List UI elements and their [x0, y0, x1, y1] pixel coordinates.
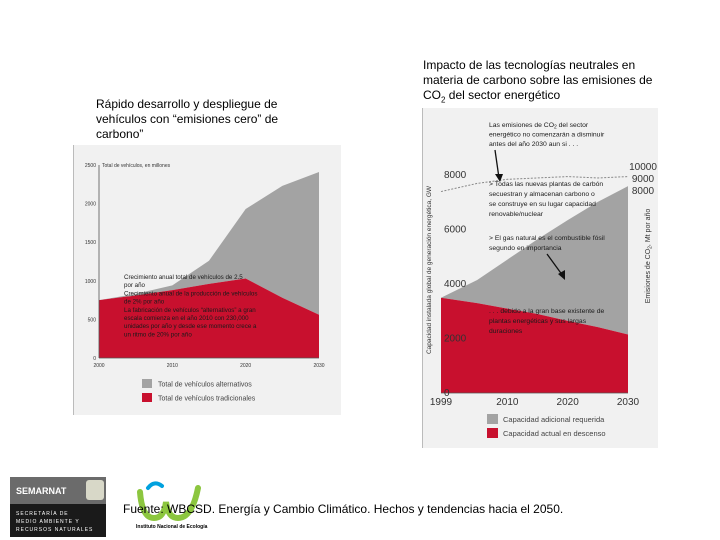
annotation-line: antes del año 2030 aun si . . .	[489, 141, 578, 148]
annotation-line: Las emisiones de CO2 del sector	[489, 122, 589, 131]
y-tick-label: 1500	[85, 240, 96, 246]
annotation-line: energético no comenzarán a disminuir	[489, 132, 605, 139]
y-tick-label: 2000	[85, 202, 96, 208]
annotation-line: > El gas natural es el combustible fósil	[489, 235, 605, 242]
right-title-line-3: CO2 del sector energético	[423, 88, 685, 107]
additional-capacity-area	[441, 186, 628, 335]
annotation-line: > Todas las nuevas plantas de carbón	[489, 181, 603, 188]
right-y-axis-title-pre: Emisiones de CO	[645, 248, 652, 303]
y-tick-label: 0	[93, 356, 96, 362]
annotation-arrowhead	[495, 174, 503, 182]
annotation-line: . . . debido a la gran base existente de	[489, 308, 604, 315]
co2-emissions-line	[440, 176, 629, 193]
legend-swatch	[487, 414, 498, 424]
x-tick-label: 2020	[240, 363, 251, 369]
right-title-sub: 2	[441, 95, 446, 105]
annotation-line: escala comienza en el año 2010 con 230,0…	[124, 315, 249, 322]
right-y-axis-title-post: , Mt por año	[645, 209, 652, 246]
legend-label: Total de vehículos alternativos	[158, 382, 252, 389]
right-y-tick-label: 9000	[632, 174, 655, 185]
legend-label: Capacidad adicional requerida	[503, 415, 605, 424]
ine-logo-name: Instituto Nacional de Ecología	[136, 524, 208, 530]
x-tick-label: 2010	[496, 397, 519, 408]
right-title-rest: del sector energético	[445, 88, 561, 102]
y-tick-label: 6000	[444, 225, 467, 236]
source-note: Fuente: WBCSD. Energía y Cambio Climátic…	[123, 502, 564, 516]
right-y-tick-label: 10000	[629, 162, 657, 173]
annotation-line: secuestran y almacenan carbono o	[489, 191, 595, 198]
annotation-line: La fabricación de vehículos “alternativo…	[124, 307, 256, 314]
legend-swatch	[142, 379, 152, 388]
left-chart-title: Rápido desarrollo y despliegue de vehícu…	[96, 97, 279, 141]
semarnat-logo-line-1: SECRETARÍA DE	[16, 511, 69, 517]
annotation-line: se construye en su lugar capacidad	[489, 201, 596, 208]
y-axis-title: Total de vehículos, en millones	[102, 163, 171, 169]
annotation-arrow	[494, 149, 500, 179]
annotation-arrow	[546, 253, 564, 277]
mexico-seal-icon	[86, 480, 104, 500]
traditional-vehicles-area	[99, 278, 319, 358]
alternative-vehicles-area	[99, 171, 319, 315]
annotation-line: un ritmo de 20% por año	[124, 331, 192, 338]
right-title-co: CO	[423, 88, 441, 102]
y-tick-label: 4000	[444, 279, 467, 290]
annotation-post: del sector	[557, 122, 589, 129]
left-chart-panel: 0 500 1000 1500 2000 2500 2000 2010 2020 2030 Tota…	[73, 145, 341, 415]
declining-capacity-area	[441, 297, 628, 393]
annotation-line: Crecimiento anual de la producción de ve…	[124, 290, 257, 297]
annotation-line: Crecimiento anual total de vehículos de …	[124, 274, 243, 281]
x-tick-label: 2010	[167, 363, 178, 369]
annotation-pre: Las emisiones de CO	[489, 122, 554, 129]
legend-swatch	[142, 393, 152, 402]
y-tick-label: 2500	[85, 163, 96, 169]
y-tick-label: 1000	[85, 279, 96, 285]
semarnat-logo: SEMARNAT SECRETARÍA DE MEDIO AMBIENTE Y …	[10, 477, 106, 537]
right-y-tick-label: 8000	[632, 186, 655, 197]
legend-label: Capacidad actual en descenso	[503, 429, 606, 438]
annotation-arrowhead	[558, 270, 565, 280]
x-tick-label: 2030	[617, 397, 640, 408]
right-y-axis-title-sub: 2	[648, 246, 654, 249]
annotation-sub: 2	[554, 125, 557, 131]
y-tick-label: 2000	[444, 334, 467, 345]
legend-swatch	[487, 428, 498, 438]
ine-logo-icon	[137, 481, 201, 522]
right-chart-panel: 0 2000 4000 6000 8000 1999 2010 2020 2030 8000 900…	[422, 108, 658, 448]
y-tick-label: 500	[88, 317, 97, 323]
annotation-line: unidades por año y desde ese momento cre…	[124, 323, 257, 330]
semarnat-logo-line-2: MEDIO AMBIENTE Y	[16, 519, 80, 525]
semarnat-logo-name: SEMARNAT	[16, 486, 67, 496]
y-tick-label: 0	[444, 388, 450, 399]
legend-label: Total de vehículos tradicionales	[158, 396, 256, 403]
annotation-line: segundo en importancia	[489, 245, 562, 252]
x-tick-label: 2030	[313, 363, 324, 369]
annotation-line: de 2% por año	[124, 299, 165, 306]
right-y-axis-title: Emisiones de CO2, Mt por año	[645, 209, 654, 304]
x-tick-label: 2000	[93, 363, 104, 369]
semarnat-logo-line-3: RECURSOS NATURALES	[16, 527, 94, 533]
right-title-line-2: materia de carbono sobre las emisiones d…	[423, 73, 653, 87]
annotation-line: por año	[124, 282, 146, 289]
vehicles-chart: 0 500 1000 1500 2000 2500 2000 2010 2020 2030 Tota…	[85, 163, 325, 403]
annotation-line: plantas energéticas y sus largas	[489, 318, 587, 325]
x-tick-label: 1999	[430, 397, 453, 408]
y-tick-label: 8000	[444, 170, 467, 181]
annotation-line: renovable/nuclear	[489, 211, 544, 218]
x-tick-label: 2020	[557, 397, 580, 408]
right-chart-title: Impacto de las tecnologías neutrales en …	[423, 58, 685, 107]
annotation-line: duraciones	[489, 328, 523, 335]
y-axis-title: Capacidad instalada global de generación…	[426, 185, 433, 354]
right-title-line-1: Impacto de las tecnologías neutrales en	[423, 58, 636, 72]
